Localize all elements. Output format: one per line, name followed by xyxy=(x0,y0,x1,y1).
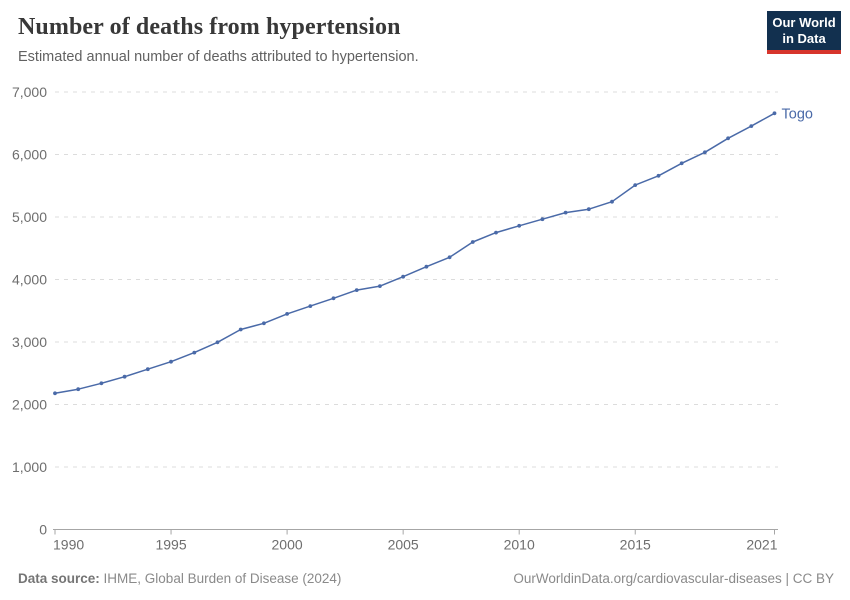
data-point-2013[interactable] xyxy=(586,207,591,212)
data-point-2009[interactable] xyxy=(494,230,498,235)
x-tick-label-2015: 2015 xyxy=(620,537,651,553)
data-point-1992[interactable] xyxy=(99,381,104,386)
data-point-2001[interactable] xyxy=(308,304,313,308)
data-point-2011[interactable] xyxy=(540,217,545,222)
logo-line1: Our World xyxy=(772,15,836,30)
page-subtitle: Estimated annual number of deaths attrib… xyxy=(18,49,419,65)
data-point-2021[interactable] xyxy=(772,111,777,116)
data-point-2014[interactable] xyxy=(610,199,614,204)
y-tick-label-3000: 3,000 xyxy=(12,334,47,350)
y-tick-label-2000: 2,000 xyxy=(12,397,47,413)
page-title: Number of deaths from hypertension xyxy=(18,14,401,40)
data-point-1999[interactable] xyxy=(262,321,266,326)
y-tick-label-4000: 4,000 xyxy=(12,272,47,288)
data-point-1990[interactable] xyxy=(53,391,57,396)
series-end-label[interactable]: Togo xyxy=(782,106,813,122)
data-point-2016[interactable] xyxy=(656,173,661,178)
x-tick-label-2021: 2021 xyxy=(746,537,777,553)
y-tick-label-7000: 7,000 xyxy=(12,84,47,100)
data-point-1998[interactable] xyxy=(238,327,243,332)
data-point-1997[interactable] xyxy=(215,340,220,345)
data-point-2005[interactable] xyxy=(401,274,405,279)
y-tick-label-1000: 1,000 xyxy=(12,459,47,475)
x-tick-label-2010: 2010 xyxy=(504,537,535,553)
data-point-2015[interactable] xyxy=(633,183,638,188)
logo-accent-bar xyxy=(767,50,841,54)
license-link[interactable]: OurWorldinData.org/cardiovascular-diseas… xyxy=(513,571,834,586)
data-point-2017[interactable] xyxy=(679,161,684,166)
x-tick-label-2000: 2000 xyxy=(272,537,303,553)
data-point-2004[interactable] xyxy=(378,284,382,288)
data-point-2000[interactable] xyxy=(285,312,289,316)
logo-line2: in Data xyxy=(782,31,826,46)
data-point-2003[interactable] xyxy=(354,288,359,292)
data-point-1994[interactable] xyxy=(145,367,150,372)
data-point-2007[interactable] xyxy=(447,255,452,260)
x-tick-label-1990: 1990 xyxy=(53,537,84,553)
data-point-1996[interactable] xyxy=(192,350,197,355)
data-point-2019[interactable] xyxy=(726,136,730,141)
y-tick-label-5000: 5,000 xyxy=(12,209,47,225)
chart-footer: Data source: IHME, Global Burden of Dise… xyxy=(18,571,834,586)
data-point-2006[interactable] xyxy=(424,264,429,269)
data-point-2008[interactable] xyxy=(470,240,475,244)
y-tick-label-0: 0 xyxy=(39,522,47,538)
owid-logo: Our World in Data xyxy=(767,11,841,54)
data-line-togo[interactable] xyxy=(54,112,776,395)
data-point-1995[interactable] xyxy=(169,359,173,364)
data-point-2012[interactable] xyxy=(563,210,568,215)
data-point-2010[interactable] xyxy=(517,223,522,228)
data-point-1991[interactable] xyxy=(76,387,81,392)
data-point-2020[interactable] xyxy=(749,124,754,128)
data-source-note: Data source: IHME, Global Burden of Dise… xyxy=(18,571,341,586)
data-source-text: IHME, Global Burden of Disease (2024) xyxy=(103,571,342,586)
y-tick-label-6000: 6,000 xyxy=(12,147,47,163)
data-point-2018[interactable] xyxy=(703,150,707,155)
data-point-2002[interactable] xyxy=(331,296,336,301)
x-tick-label-1995: 1995 xyxy=(155,537,186,553)
data-point-1993[interactable] xyxy=(122,374,127,379)
data-source-label: Data source: xyxy=(18,571,100,586)
x-tick-label-2005: 2005 xyxy=(388,537,419,553)
chart-header: Number of deaths from hypertension Estim… xyxy=(18,14,750,65)
